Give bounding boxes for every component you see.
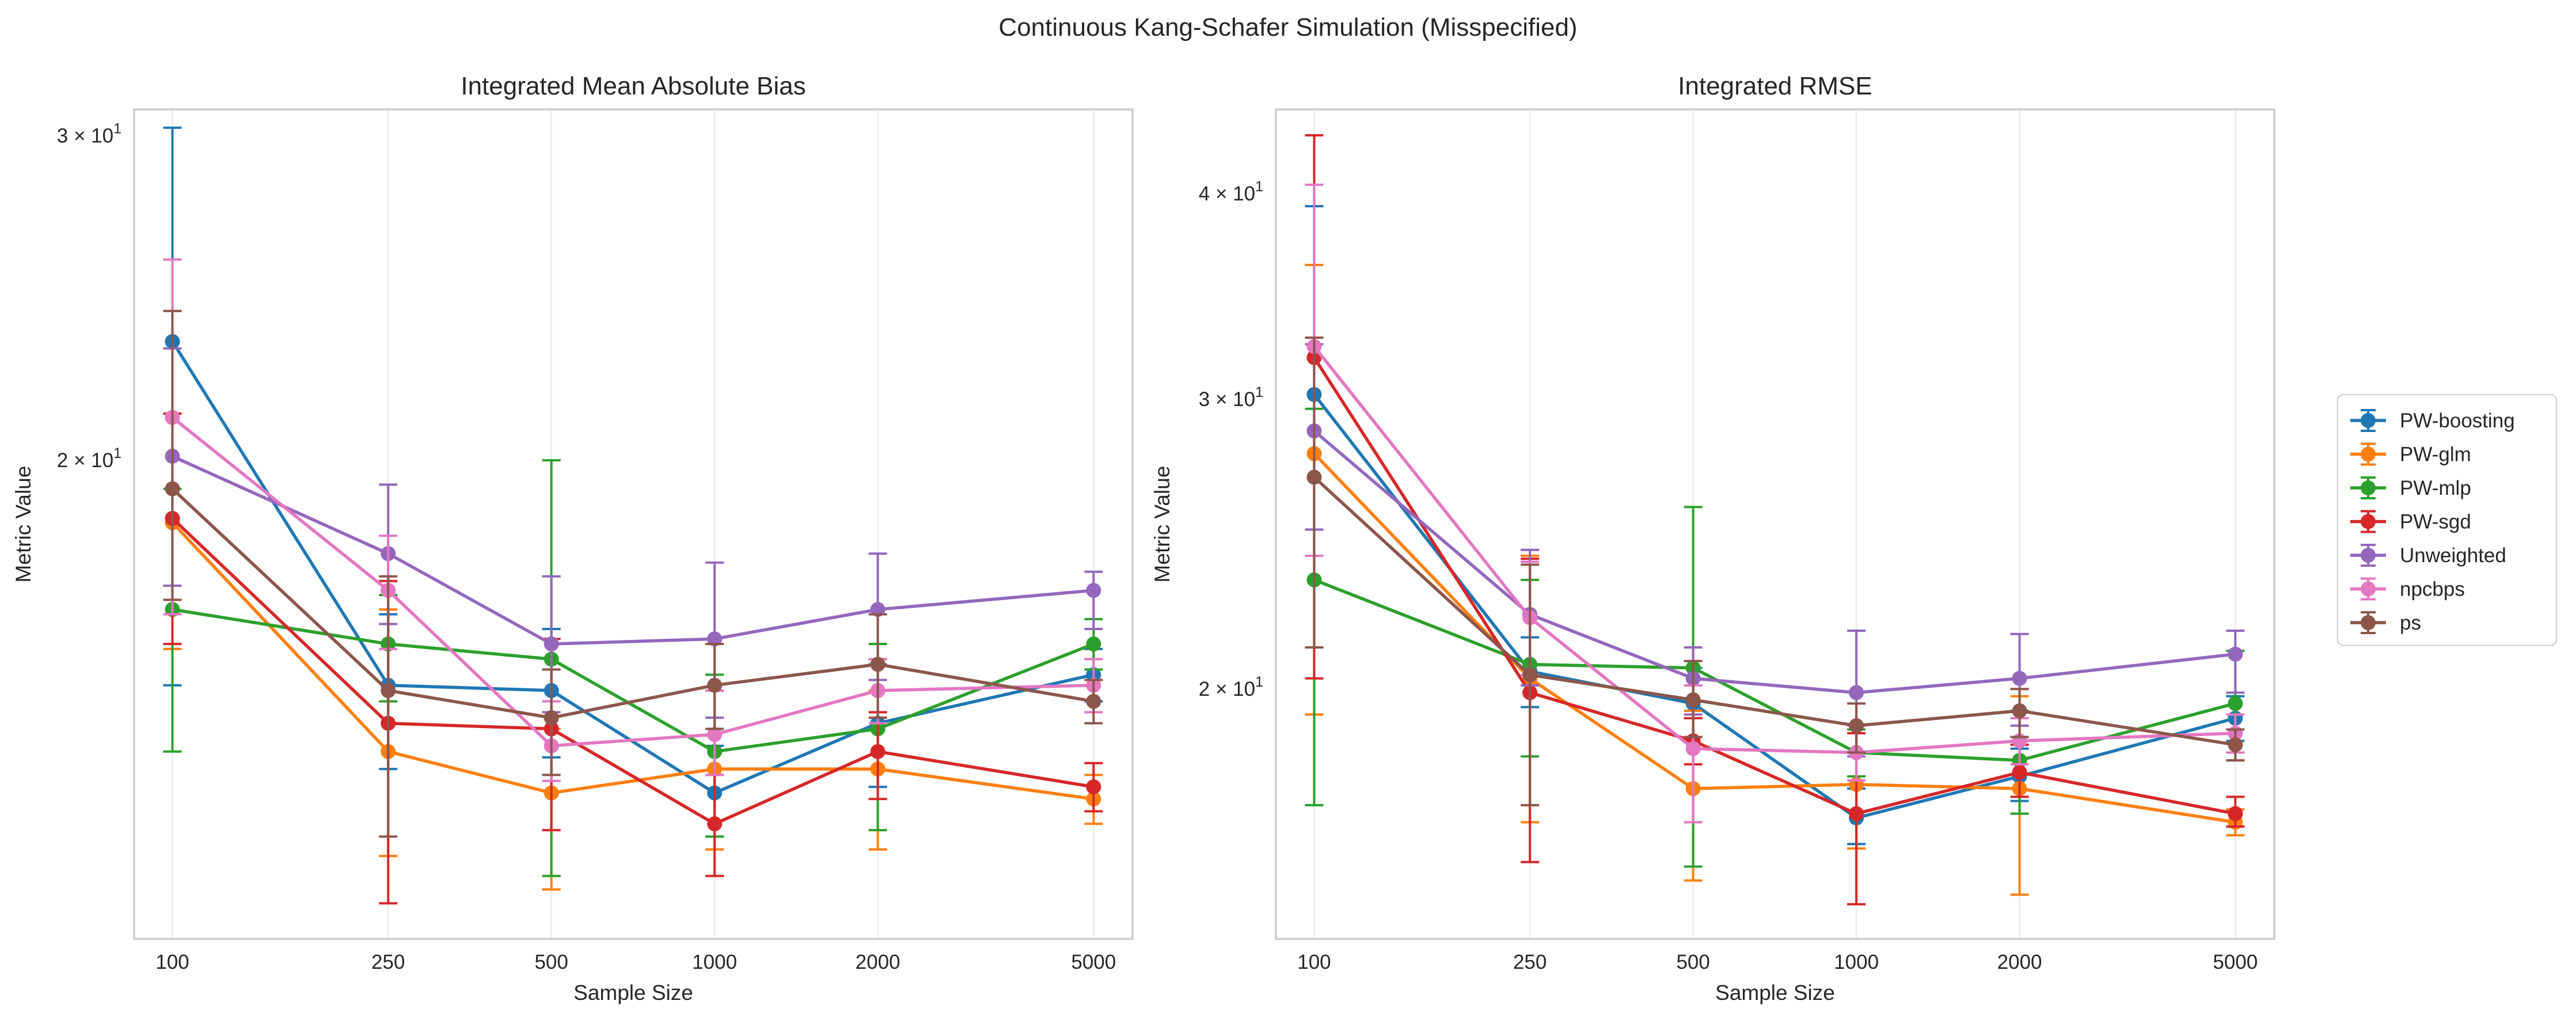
legend-marker (2361, 413, 2376, 428)
series-line (171, 416, 1094, 748)
x-tick-label: 2000 (856, 951, 901, 973)
legend-entry-PW-glm: PW-glm (2350, 442, 2471, 466)
x-tick-label: 5000 (2213, 951, 2258, 973)
series-line (1313, 578, 2236, 762)
data-point (707, 631, 723, 647)
series-line (1313, 393, 2236, 820)
y-tick-label: 3 × 101 (57, 121, 121, 147)
data-point (381, 683, 396, 698)
legend-marker (2361, 548, 2376, 563)
panel-title: Integrated RMSE (1678, 72, 1872, 100)
plot-frame (1275, 108, 2275, 940)
y-axis-label: Metric Value (12, 466, 35, 583)
series-line (171, 521, 1094, 801)
x-tick-label: 250 (1513, 951, 1547, 973)
x-axis-label: Sample Size (573, 981, 693, 1005)
legend-label: Unweighted (2400, 544, 2506, 567)
legend-entry-PW-sgd: PW-sgd (2350, 510, 2471, 533)
x-tick-label: 500 (1676, 951, 1709, 973)
series-line (1313, 345, 2236, 755)
data-point (165, 481, 180, 497)
x-tick-label: 100 (1297, 951, 1331, 973)
data-point (2012, 703, 2027, 719)
legend-entry-PW-mlp: PW-mlp (2350, 476, 2471, 499)
data-point (1086, 693, 1101, 709)
panels: 100 250 500 1000 2000 5000 2 × 101 3 × 101 Integ… (12, 72, 2275, 1005)
legend-marker (2361, 446, 2376, 462)
x-tick-label: 5000 (1071, 951, 1116, 973)
x-tick-label: 100 (155, 951, 189, 973)
series-line (1313, 357, 2236, 816)
data-point (2012, 670, 2027, 686)
legend-marker (2361, 581, 2376, 597)
data-point (870, 744, 886, 759)
legend-label: PW-glm (2400, 444, 2471, 466)
legend-marker (2361, 514, 2376, 529)
legend-label: PW-sgd (2400, 511, 2471, 533)
data-point (1849, 806, 1864, 821)
y-axis-label: Metric Value (1150, 466, 1174, 583)
plot-area (134, 109, 1133, 939)
legend-entry-ps: ps (2350, 611, 2421, 634)
series-ps (163, 309, 1103, 838)
legend-label: PW-mlp (2400, 477, 2471, 499)
data-point (2228, 646, 2243, 662)
data-point (544, 636, 559, 651)
data-point (870, 657, 886, 672)
legend-box (2336, 393, 2558, 646)
series-line (172, 608, 1095, 753)
data-point (1849, 685, 1864, 700)
x-tick-label: 1000 (1834, 951, 1879, 973)
data-point (707, 677, 723, 693)
figure-title: Continuous Kang-Schafer Simulation (Miss… (998, 13, 1577, 41)
chart-panel-1: 100 250 500 1000 2000 5000 2 × 101 3 × 101 Integ… (12, 72, 1134, 1005)
legend-label: ps (2400, 612, 2421, 634)
data-point (1086, 582, 1101, 598)
series-ps (1305, 336, 2245, 806)
series-line (171, 517, 1094, 826)
plot-area (1276, 109, 2274, 939)
legend-entry-npcbps: npcbps (2350, 577, 2465, 601)
y-tick-label: 2 × 101 (57, 445, 121, 472)
data-point (544, 710, 559, 726)
y-tick-label: 2 × 101 (1199, 674, 1263, 700)
data-point (1522, 667, 1538, 683)
data-point (1086, 779, 1101, 795)
x-tick-label: 1000 (692, 951, 737, 973)
data-point (1086, 636, 1101, 651)
series-line (171, 487, 1094, 719)
data-point (2228, 806, 2243, 821)
data-point (1685, 741, 1701, 756)
data-point (1849, 718, 1864, 733)
x-axis-label: Sample Size (1715, 981, 1835, 1005)
legend-entry-PW-boosting: PW-boosting (2350, 409, 2515, 432)
legend: PW-boosting PW-glm PW-mlp PW-sgd Unweighted n… (2336, 393, 2558, 646)
data-point (2228, 696, 2243, 711)
series-line (1313, 476, 2236, 746)
series-Unweighted (163, 347, 1103, 719)
legend-marker (2361, 480, 2376, 495)
series-line (1313, 430, 2236, 695)
data-point (1685, 692, 1701, 708)
data-point (2012, 764, 2027, 780)
plot-frame (133, 108, 1134, 940)
panel-title: Integrated Mean Absolute Bias (461, 72, 806, 100)
x-tick-label: 250 (371, 951, 405, 973)
data-point (1306, 469, 1322, 485)
data-point (2228, 737, 2243, 752)
y-tick-label: 3 × 101 (1199, 384, 1263, 411)
legend-marker (2361, 615, 2376, 630)
legend-label: PW-boosting (2400, 410, 2515, 432)
y-tick-label: 4 × 101 (1199, 179, 1263, 205)
series-line (172, 454, 1094, 646)
legend-label: npcbps (2400, 578, 2465, 601)
legend-entry-Unweighted: Unweighted (2350, 544, 2506, 567)
data-point (707, 727, 723, 742)
chart-panel-2: 100 250 500 1000 2000 5000 2 × 101 3 × 101 4 × 1… (1150, 72, 2275, 1005)
x-tick-label: 2000 (1997, 951, 2042, 973)
x-tick-label: 500 (534, 951, 568, 973)
data-point (707, 816, 723, 832)
